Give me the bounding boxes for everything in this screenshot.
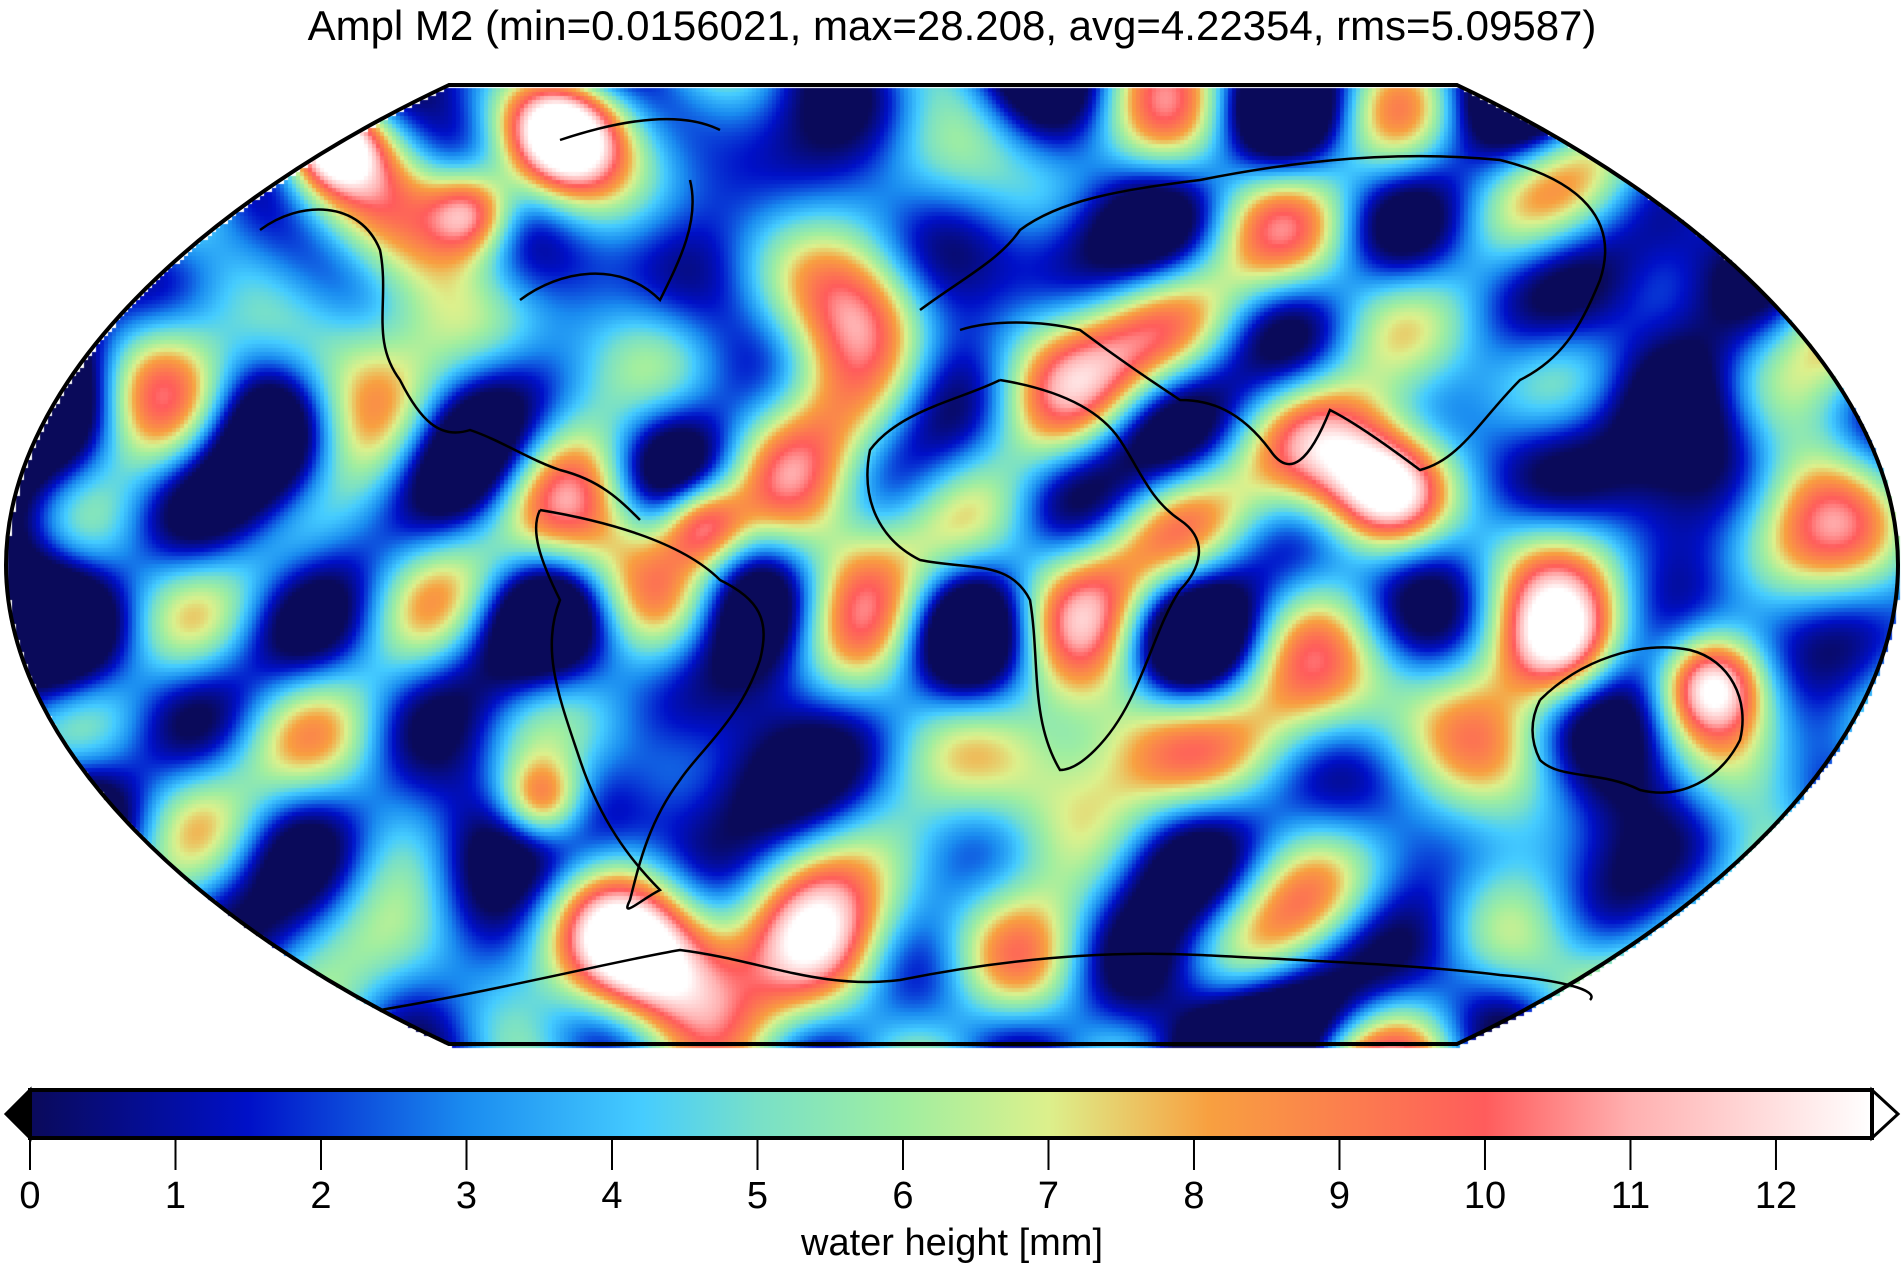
colorbar-tick-label: 6 — [892, 1175, 913, 1217]
coast-antarctica — [379, 948, 1593, 1012]
coast-australia — [1531, 646, 1744, 794]
colorbar-gradient — [28, 1088, 1874, 1140]
chart-title: Ampl M2 (min=0.0156021, max=28.208, avg=… — [307, 2, 1597, 49]
coast-south-america — [534, 508, 765, 910]
colorbar-tick-label: 12 — [1755, 1175, 1797, 1217]
coastlines — [259, 117, 1744, 1012]
colorbar-tick-label: 9 — [1329, 1175, 1350, 1217]
colorbar-max-extension — [1870, 1086, 1901, 1142]
colorbar-tick-label: 10 — [1464, 1175, 1506, 1217]
colorbar-tick-label: 2 — [310, 1175, 331, 1217]
colorbar-min-extension — [3, 1086, 32, 1142]
colorbar-tick-label: 7 — [1038, 1175, 1059, 1217]
colorbar-tick-label: 3 — [456, 1175, 477, 1217]
coast-north-america — [259, 117, 721, 521]
colorbar-tick-label: 0 — [19, 1175, 40, 1217]
colorbar-tick-label: 4 — [601, 1175, 622, 1217]
coast-eurasia — [919, 154, 1607, 472]
colorbar-tick-label: 8 — [1183, 1175, 1204, 1217]
colorbar-tick-label: 5 — [747, 1175, 768, 1217]
coast-africa — [866, 378, 1200, 772]
amplitude-field — [0, 0, 1904, 1060]
map-overlay — [3, 83, 1901, 1046]
colorbar: 0 1 2 3 4 5 6 7 8 9 10 11 12 — [3, 1086, 1901, 1217]
colorbar-tick-label: 1 — [165, 1175, 186, 1217]
map-frame — [3, 83, 1901, 1046]
map-panel — [0, 0, 1904, 1060]
colorbar-label: water height [mm] — [801, 1222, 1103, 1264]
colorbar-tick-label: 11 — [1611, 1175, 1650, 1217]
